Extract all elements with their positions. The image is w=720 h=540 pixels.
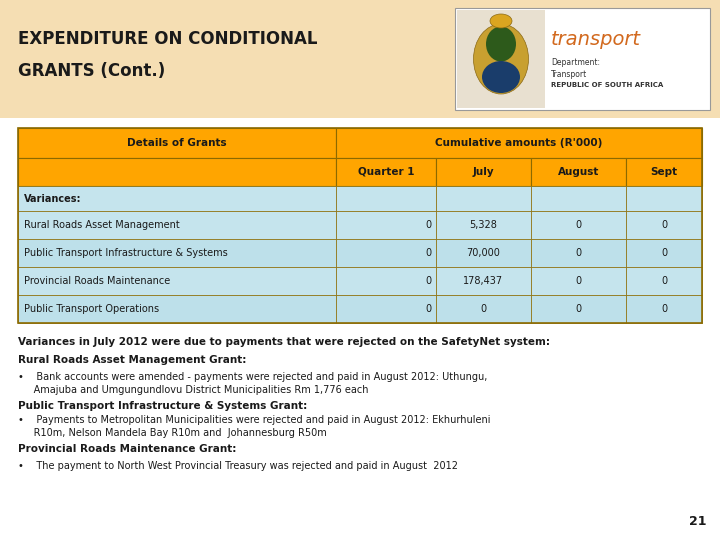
Text: 0: 0	[661, 304, 667, 314]
Text: Public Transport Infrastructure & Systems: Public Transport Infrastructure & System…	[24, 248, 228, 258]
Bar	[18, 128, 702, 323]
Text: Sept: Sept	[650, 167, 678, 177]
Bar	[336, 295, 436, 323]
Text: Variances in July 2012 were due to payments that were rejected on the SafetyNet : Variances in July 2012 were due to payme…	[18, 337, 550, 347]
Text: 0: 0	[661, 276, 667, 286]
Text: Public Transport Operations: Public Transport Operations	[24, 304, 159, 314]
Text: •    Bank accounts were amended - payments were rejected and paid in August 2012: • Bank accounts were amended - payments …	[18, 372, 487, 395]
Text: 0: 0	[661, 220, 667, 230]
Text: July: July	[473, 167, 495, 177]
Bar	[531, 267, 626, 295]
Text: 0: 0	[575, 220, 582, 230]
Bar	[457, 10, 545, 108]
Text: Transport: Transport	[551, 70, 588, 79]
Bar	[626, 158, 702, 186]
Bar	[18, 158, 336, 186]
Bar	[626, 211, 702, 239]
Text: 0: 0	[426, 248, 432, 258]
Text: Details of Grants: Details of Grants	[127, 138, 227, 148]
Bar	[626, 186, 702, 211]
Text: 178,437: 178,437	[464, 276, 503, 286]
Bar	[336, 158, 436, 186]
Text: 0: 0	[426, 304, 432, 314]
Text: 0: 0	[426, 276, 432, 286]
Bar	[336, 267, 436, 295]
Text: Provincial Roads Maintenance: Provincial Roads Maintenance	[24, 276, 170, 286]
Ellipse shape	[486, 26, 516, 62]
Bar	[531, 211, 626, 239]
Bar	[336, 128, 702, 158]
Bar	[18, 295, 336, 323]
Text: •    The payment to North West Provincial Treasury was rejected and paid in Augu: • The payment to North West Provincial T…	[18, 461, 458, 471]
Text: 0: 0	[426, 220, 432, 230]
Bar	[626, 295, 702, 323]
Ellipse shape	[474, 24, 528, 94]
Text: 0: 0	[480, 304, 487, 314]
Bar	[626, 267, 702, 295]
Bar	[531, 186, 626, 211]
Bar	[336, 211, 436, 239]
Text: 70,000: 70,000	[467, 248, 500, 258]
Text: 21: 21	[688, 515, 706, 528]
Text: REPUBLIC OF SOUTH AFRICA: REPUBLIC OF SOUTH AFRICA	[551, 82, 663, 88]
Bar	[436, 267, 531, 295]
Text: Rural Roads Asset Management: Rural Roads Asset Management	[24, 220, 180, 230]
Text: August: August	[558, 167, 599, 177]
Text: Variances:: Variances:	[24, 193, 81, 204]
Bar	[336, 239, 436, 267]
Text: GRANTS (Cont.): GRANTS (Cont.)	[18, 62, 166, 80]
Bar	[436, 239, 531, 267]
Text: 0: 0	[575, 276, 582, 286]
Bar	[336, 186, 436, 211]
Text: Department:: Department:	[551, 58, 600, 67]
Text: Rural Roads Asset Management Grant:: Rural Roads Asset Management Grant:	[18, 355, 246, 365]
Bar	[436, 158, 531, 186]
Bar	[531, 158, 626, 186]
Bar	[436, 295, 531, 323]
Text: Provincial Roads Maintenance Grant:: Provincial Roads Maintenance Grant:	[18, 444, 236, 454]
Text: Cumulative amounts (R'000): Cumulative amounts (R'000)	[436, 138, 603, 148]
Ellipse shape	[482, 61, 520, 93]
Bar	[18, 128, 336, 158]
Bar	[0, 0, 720, 118]
Text: •    Payments to Metropolitan Municipalities were rejected and paid in August 20: • Payments to Metropolitan Municipalitie…	[18, 415, 490, 438]
Ellipse shape	[490, 14, 512, 28]
Bar	[18, 267, 336, 295]
Text: Quarter 1: Quarter 1	[358, 167, 414, 177]
Bar	[531, 239, 626, 267]
Bar	[18, 211, 336, 239]
Bar	[531, 295, 626, 323]
Text: 0: 0	[575, 248, 582, 258]
Bar	[436, 186, 531, 211]
Bar	[18, 186, 336, 211]
Text: transport: transport	[551, 30, 641, 49]
Text: Public Transport Infrastructure & Systems Grant:: Public Transport Infrastructure & System…	[18, 401, 307, 411]
Text: 0: 0	[661, 248, 667, 258]
Text: 5,328: 5,328	[469, 220, 498, 230]
Bar	[455, 8, 710, 110]
Bar	[626, 239, 702, 267]
Text: 0: 0	[575, 304, 582, 314]
Bar	[18, 239, 336, 267]
Text: EXPENDITURE ON CONDITIONAL: EXPENDITURE ON CONDITIONAL	[18, 30, 318, 48]
Bar	[436, 211, 531, 239]
